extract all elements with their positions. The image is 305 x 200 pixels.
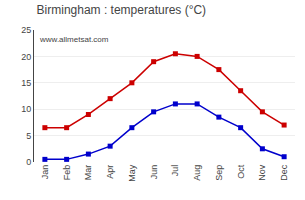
svg-text:5: 5	[26, 131, 31, 141]
svg-text:15: 15	[21, 78, 31, 88]
svg-text:Birmingham : temperatures (°C): Birmingham : temperatures (°C)	[37, 3, 207, 17]
svg-text:May: May	[127, 164, 137, 182]
svg-text:Oct: Oct	[236, 164, 246, 179]
svg-text:Apr: Apr	[105, 165, 115, 179]
svg-text:Nov: Nov	[257, 164, 267, 181]
svg-text:10: 10	[21, 104, 31, 114]
svg-text:Feb: Feb	[62, 165, 72, 181]
svg-text:Aug: Aug	[192, 165, 202, 181]
svg-text:www.allmetsat.com: www.allmetsat.com	[39, 35, 109, 44]
svg-text:25: 25	[21, 25, 31, 35]
svg-text:Jan: Jan	[40, 165, 50, 180]
svg-text:Dec: Dec	[279, 164, 289, 181]
svg-text:0: 0	[26, 157, 31, 167]
svg-text:20: 20	[21, 52, 31, 62]
svg-text:Jul: Jul	[170, 165, 180, 177]
svg-text:Sep: Sep	[214, 165, 224, 181]
svg-text:Mar: Mar	[83, 165, 93, 181]
svg-text:Jun: Jun	[149, 165, 159, 180]
